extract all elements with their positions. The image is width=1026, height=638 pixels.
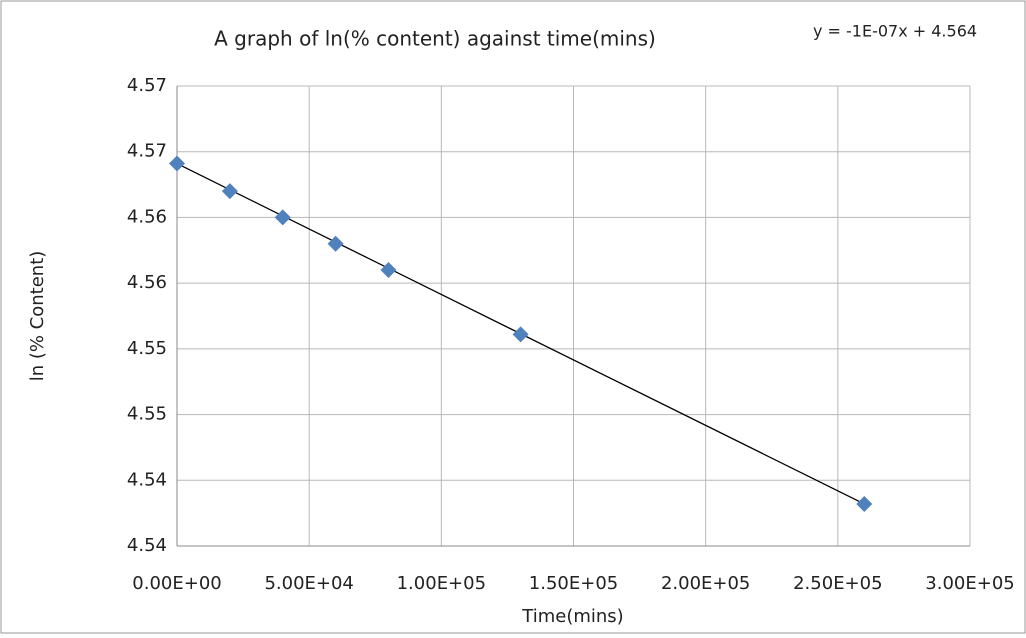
data-point bbox=[169, 155, 185, 172]
x-tick-label: 5.00E+04 bbox=[264, 573, 353, 594]
y-tick-label: 4.55 bbox=[127, 338, 167, 359]
x-tick-label: 2.50E+05 bbox=[793, 573, 882, 594]
y-tick-label: 4.56 bbox=[127, 272, 167, 293]
data-point bbox=[856, 495, 873, 512]
data-point bbox=[380, 262, 397, 278]
y-tick-label: 4.57 bbox=[127, 141, 167, 162]
x-tick-label: 1.50E+05 bbox=[529, 573, 618, 594]
x-axis-label: Time(mins) bbox=[521, 606, 623, 627]
chart-title: A graph of ln(% content) against time(mi… bbox=[214, 27, 656, 51]
data-point bbox=[327, 235, 344, 252]
y-tick-label: 4.54 bbox=[127, 535, 167, 556]
y-tick-label: 4.55 bbox=[127, 404, 167, 425]
x-tick-label: 1.00E+05 bbox=[397, 573, 486, 594]
y-tick-label: 4.57 bbox=[127, 75, 167, 96]
x-tick-label: 0.00E+00 bbox=[132, 573, 221, 594]
data-point bbox=[274, 209, 291, 226]
data-point bbox=[221, 183, 238, 200]
y-tick-label: 4.54 bbox=[127, 469, 167, 490]
data-point bbox=[512, 326, 529, 343]
y-tick-label: 4.56 bbox=[127, 206, 167, 227]
trendline-equation: y = -1E-07x + 4.564 bbox=[813, 22, 977, 41]
x-tick-label: 2.00E+05 bbox=[661, 573, 750, 594]
x-tick-label: 3.00E+05 bbox=[925, 573, 1014, 594]
y-axis-label: ln (% Content) bbox=[27, 251, 48, 382]
